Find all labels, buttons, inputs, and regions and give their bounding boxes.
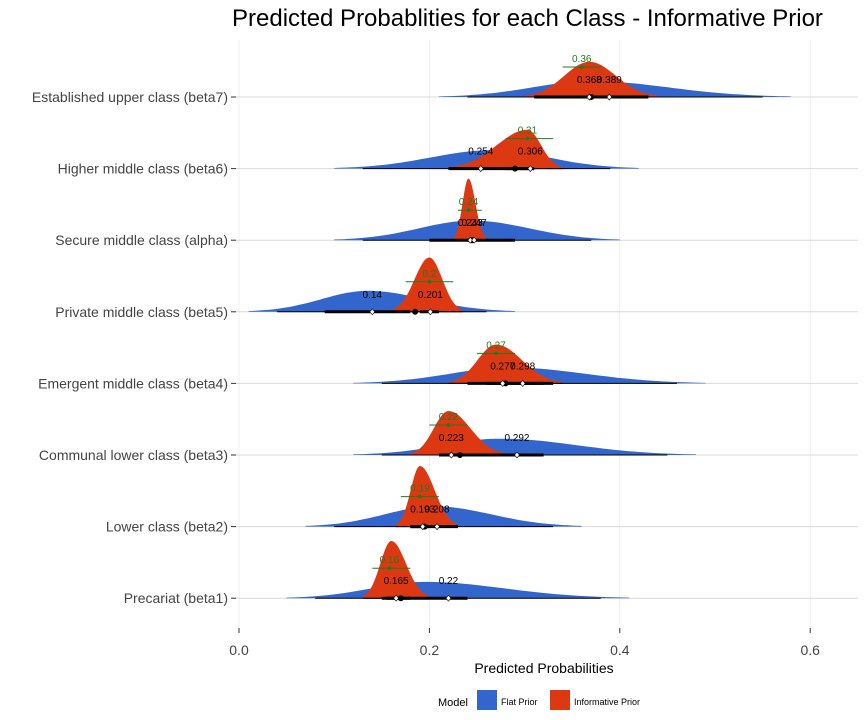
informative-median-label: 0.306 bbox=[518, 147, 543, 158]
flat-median-point bbox=[606, 93, 613, 101]
flat-median-point bbox=[434, 523, 440, 531]
category-label: Private middle class (beta5) bbox=[55, 304, 228, 320]
mean-point bbox=[397, 595, 404, 602]
category-label: Secure middle class (alpha) bbox=[55, 232, 228, 248]
category-label: Communal lower class (beta3) bbox=[39, 447, 228, 463]
x-tick-label: 0.4 bbox=[610, 642, 630, 658]
legend-label-flat-prior: Flat Prior bbox=[501, 697, 538, 707]
informative-prior-density bbox=[448, 344, 563, 384]
x-tick-label: 0.0 bbox=[229, 642, 249, 658]
informative-prior-density bbox=[362, 541, 430, 599]
prior-value-label: 0.36 bbox=[572, 54, 592, 65]
legend-title: Model bbox=[438, 697, 468, 709]
informative-median-point bbox=[586, 93, 593, 101]
flat-median-label: 0.389 bbox=[597, 75, 622, 86]
flat-median-label: 0.298 bbox=[510, 361, 535, 372]
legend-swatch-informative-prior bbox=[550, 690, 570, 710]
flat-median-label: 0.208 bbox=[425, 505, 450, 516]
prior-point bbox=[466, 208, 471, 212]
category-label: Established upper class (beta7) bbox=[32, 89, 228, 105]
category-label: Precariat (beta1) bbox=[124, 590, 228, 606]
flat-median-label: 0.243 bbox=[458, 218, 483, 229]
flat-median-point bbox=[467, 236, 474, 244]
informative-prior-density bbox=[524, 61, 658, 97]
flat-median-label: 0.22 bbox=[439, 576, 459, 587]
informative-median-label: 0.368 bbox=[577, 75, 602, 86]
informative-median-point bbox=[471, 236, 478, 244]
prior-point bbox=[494, 351, 498, 356]
informative-median-point bbox=[427, 308, 434, 316]
flat-median-label: 0.292 bbox=[504, 433, 529, 444]
prior-point bbox=[387, 566, 392, 570]
mean-point bbox=[456, 452, 463, 458]
informative-median-point bbox=[527, 165, 534, 173]
informative-median-label: 0.277 bbox=[490, 361, 515, 372]
legend: Model Flat Prior Informative Prior bbox=[438, 690, 640, 710]
flat-median-point bbox=[445, 594, 452, 602]
prior-value-label: 0.27 bbox=[486, 340, 506, 351]
flat-median-label: 0.14 bbox=[363, 290, 383, 301]
chart-title: Predicted Probablities for each Class - … bbox=[232, 5, 823, 32]
prior-value-label: 0.24 bbox=[459, 197, 479, 208]
prior-value-label: 0.22 bbox=[439, 412, 459, 423]
informative-median-label: 0.193 bbox=[410, 505, 435, 516]
plot-area: Established upper class (beta7)0.3890.36… bbox=[32, 40, 858, 658]
x-tick-label: 0.6 bbox=[800, 642, 820, 658]
informative-median-label: 0.223 bbox=[439, 433, 464, 444]
informative-median-label: 0.165 bbox=[384, 576, 409, 587]
prior-point bbox=[525, 136, 530, 141]
flat-median-point bbox=[514, 451, 520, 459]
prior-point bbox=[446, 423, 451, 427]
informative-median-label: 0.247 bbox=[462, 218, 487, 229]
prior-value-label: 0.2 bbox=[422, 269, 436, 280]
informative-median-point bbox=[499, 379, 506, 387]
prior-value-label: 0.31 bbox=[518, 126, 538, 137]
x-axis-label: Predicted Probabilities bbox=[474, 660, 613, 676]
category-label: Lower class (beta2) bbox=[106, 519, 228, 535]
informative-median-point bbox=[448, 451, 455, 459]
legend-label-informative-prior: Informative Prior bbox=[574, 697, 640, 707]
prior-point bbox=[418, 494, 422, 499]
informative-median-point bbox=[393, 594, 399, 602]
flat-median-label: 0.254 bbox=[468, 147, 493, 158]
informative-median-point bbox=[419, 523, 426, 531]
informative-prior-density bbox=[410, 411, 506, 455]
flat-median-point bbox=[369, 308, 376, 316]
x-tick-label: 0.2 bbox=[420, 642, 440, 658]
flat-median-point bbox=[519, 379, 526, 387]
prior-point bbox=[427, 280, 432, 284]
category-label: Emergent middle class (beta4) bbox=[38, 375, 228, 391]
prior-value-label: 0.19 bbox=[410, 484, 430, 495]
informative-prior-density bbox=[391, 257, 463, 312]
prior-value-label: 0.16 bbox=[380, 555, 400, 566]
mean-point bbox=[512, 165, 519, 172]
mean-point bbox=[412, 308, 419, 315]
legend-swatch-flat-prior bbox=[477, 690, 497, 710]
category-label: Higher middle class (beta6) bbox=[58, 161, 228, 177]
informative-prior-density bbox=[448, 129, 563, 169]
flat-median-point bbox=[477, 165, 484, 173]
prior-point bbox=[579, 65, 584, 69]
informative-median-label: 0.201 bbox=[418, 290, 443, 301]
